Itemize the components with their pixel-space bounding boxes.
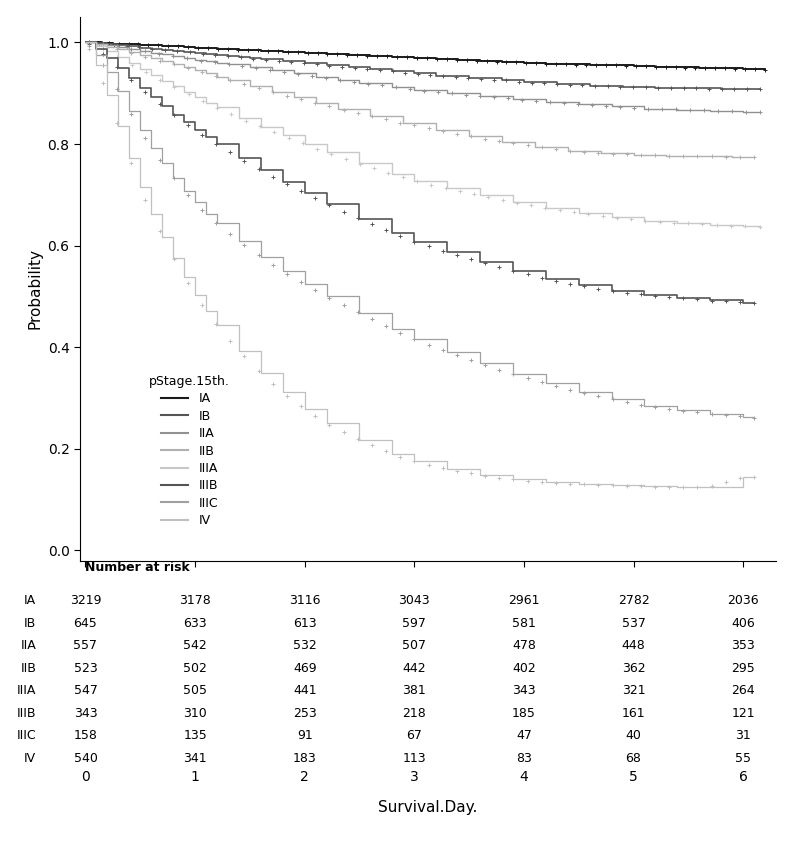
Text: 557: 557 [74, 640, 98, 652]
Text: 1: 1 [190, 770, 199, 783]
Text: 161: 161 [622, 707, 646, 720]
Text: 3178: 3178 [179, 594, 211, 607]
Text: 3219: 3219 [70, 594, 102, 607]
Text: 264: 264 [731, 684, 755, 698]
Text: 2782: 2782 [618, 594, 650, 607]
Text: 540: 540 [74, 752, 98, 764]
Text: 343: 343 [74, 707, 98, 720]
Text: 442: 442 [402, 662, 426, 675]
Text: Number at risk: Number at risk [86, 561, 190, 574]
Text: 532: 532 [293, 640, 317, 652]
Text: IIA: IIA [21, 640, 36, 652]
Text: 448: 448 [622, 640, 646, 652]
Legend: IA, IB, IIA, IIB, IIIA, IIIB, IIIC, IV: IA, IB, IIA, IIB, IIIA, IIIB, IIIC, IV [149, 375, 230, 527]
Text: 185: 185 [512, 707, 536, 720]
Text: 441: 441 [293, 684, 317, 698]
Text: 633: 633 [183, 617, 207, 630]
Text: 381: 381 [402, 684, 426, 698]
Text: 2961: 2961 [508, 594, 540, 607]
Text: 68: 68 [626, 752, 642, 764]
Text: 3116: 3116 [289, 594, 321, 607]
Text: 542: 542 [183, 640, 207, 652]
Text: 55: 55 [735, 752, 751, 764]
Text: 478: 478 [512, 640, 536, 652]
Text: 402: 402 [512, 662, 536, 675]
Text: 253: 253 [293, 707, 317, 720]
Text: 343: 343 [512, 684, 536, 698]
Text: IIIA: IIIA [17, 684, 36, 698]
Text: 469: 469 [293, 662, 317, 675]
Text: IB: IB [24, 617, 36, 630]
Text: 158: 158 [74, 729, 98, 742]
Text: 91: 91 [297, 729, 313, 742]
Text: 406: 406 [731, 617, 755, 630]
Text: 507: 507 [402, 640, 426, 652]
Text: IIB: IIB [20, 662, 36, 675]
Text: 645: 645 [74, 617, 98, 630]
Text: 3043: 3043 [398, 594, 430, 607]
Text: 581: 581 [512, 617, 536, 630]
Text: 502: 502 [183, 662, 207, 675]
Text: 2: 2 [300, 770, 309, 783]
Text: 353: 353 [731, 640, 755, 652]
Text: 597: 597 [402, 617, 426, 630]
Text: 47: 47 [516, 729, 532, 742]
Text: 121: 121 [731, 707, 755, 720]
Text: 547: 547 [74, 684, 98, 698]
Text: IA: IA [24, 594, 36, 607]
Text: 295: 295 [731, 662, 755, 675]
Text: 5: 5 [629, 770, 638, 783]
Text: 6: 6 [738, 770, 747, 783]
Y-axis label: Probability: Probability [27, 248, 42, 329]
Text: 40: 40 [626, 729, 642, 742]
Text: 83: 83 [516, 752, 532, 764]
Text: 113: 113 [402, 752, 426, 764]
Text: 4: 4 [519, 770, 528, 783]
Text: IV: IV [24, 752, 36, 764]
Text: 505: 505 [183, 684, 207, 698]
Text: 362: 362 [622, 662, 646, 675]
Text: 135: 135 [183, 729, 207, 742]
Text: 310: 310 [183, 707, 207, 720]
Text: 218: 218 [402, 707, 426, 720]
Text: IIIC: IIIC [17, 729, 36, 742]
Text: 183: 183 [293, 752, 317, 764]
Text: 321: 321 [622, 684, 646, 698]
Text: Survival.Day.: Survival.Day. [378, 800, 478, 816]
Text: 523: 523 [74, 662, 98, 675]
Text: 31: 31 [735, 729, 751, 742]
Text: 341: 341 [183, 752, 207, 764]
Text: IIIB: IIIB [17, 707, 36, 720]
Text: 537: 537 [622, 617, 646, 630]
Text: 3: 3 [410, 770, 418, 783]
Text: 2036: 2036 [727, 594, 759, 607]
Text: 67: 67 [406, 729, 422, 742]
Text: 613: 613 [293, 617, 317, 630]
Text: 0: 0 [81, 770, 90, 783]
